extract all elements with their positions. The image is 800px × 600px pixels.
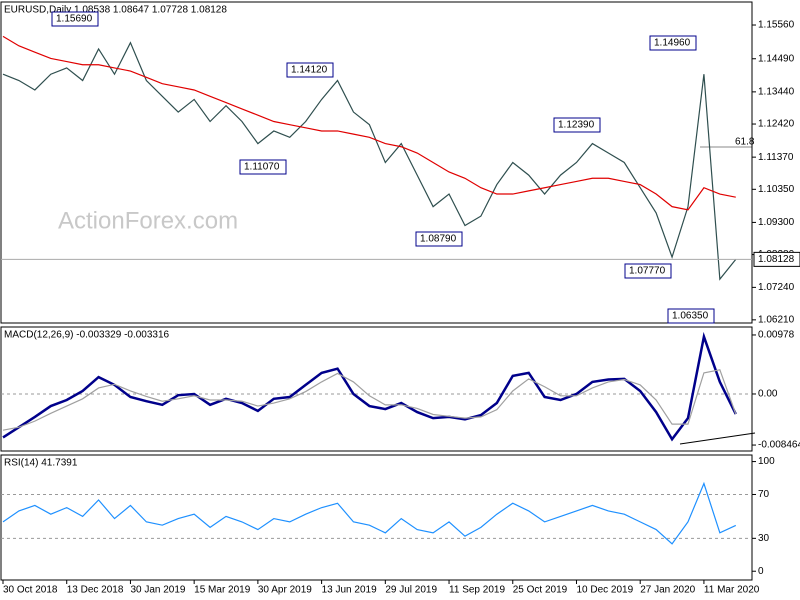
- annotation-box: [649, 35, 697, 51]
- y-tick-label: 0.00: [758, 389, 778, 400]
- x-tick-label: 15 Mar 2019: [194, 585, 251, 596]
- x-tick-label: 30 Apr 2019: [258, 585, 312, 596]
- annotation-box: [286, 62, 334, 78]
- annotation-box: [415, 231, 463, 247]
- y-tick-label: 1.13440: [758, 87, 795, 98]
- y-tick-label: 1.12420: [758, 119, 795, 130]
- trend-line: [679, 432, 756, 445]
- y-tick-label: 1.14490: [758, 53, 795, 64]
- series-line: [2, 41, 737, 281]
- y-tick-label: 1.07240: [758, 282, 795, 293]
- annotation: 1.14120: [291, 65, 328, 76]
- annotation: 1.14960: [654, 38, 691, 49]
- annotation-box: [667, 308, 715, 324]
- x-tick-label: 11 Mar 2020: [704, 585, 760, 596]
- panel-frame: [0, 326, 753, 452]
- annotation: 1.11070: [244, 162, 280, 173]
- x-tick-label: 29 Jul 2019: [385, 585, 437, 596]
- panel-frame: [0, 454, 753, 581]
- current-price-box: [753, 251, 800, 267]
- y-tick-label: 1.11370: [758, 152, 794, 163]
- x-tick-label: 30 Oct 2018: [3, 585, 58, 596]
- y-tick-label: 1.10350: [758, 184, 795, 195]
- series-line: [2, 331, 737, 442]
- series-line: [2, 35, 736, 211]
- annotation: 1.08790: [420, 234, 457, 245]
- current-price-label: 1.08128: [758, 254, 795, 265]
- annotation: 1.06350: [672, 311, 709, 322]
- panel-title: EURUSD,Daily 1.08538 1.08647 1.07728 1.0…: [4, 5, 227, 16]
- x-tick-label: 27 Jan 2020: [640, 585, 695, 596]
- x-tick-label: 13 Jun 2019: [322, 585, 377, 596]
- y-tick-label: 30: [758, 533, 770, 544]
- y-tick-label: 100: [758, 456, 775, 467]
- annotation-box: [624, 263, 672, 279]
- watermark: ActionForex.com: [58, 207, 238, 234]
- series-line: [2, 481, 737, 545]
- panel-frame: [0, 1, 753, 324]
- series-line: [2, 369, 737, 431]
- x-tick-label: 13 Dec 2018: [67, 585, 124, 596]
- annotation-box: [51, 11, 99, 27]
- annotation: 1.12390: [558, 120, 595, 131]
- y-tick-label: 1.09300: [758, 217, 795, 228]
- x-tick-label: 25 Oct 2019: [513, 585, 568, 596]
- y-tick-label: 0.00978: [758, 330, 795, 341]
- annotation: 1.07770: [629, 266, 666, 277]
- annotation-box: [553, 117, 601, 133]
- panel-title: MACD(12,26,9) -0.003329 -0.003316: [4, 330, 170, 341]
- y-tick-label: 1.06210: [758, 314, 795, 325]
- x-tick-label: 10 Dec 2019: [576, 585, 633, 596]
- annotation-box: [239, 159, 287, 175]
- y-tick-label: 70: [758, 489, 770, 500]
- x-tick-label: 30 Jan 2019: [130, 585, 185, 596]
- annotation: 61.8: [735, 137, 755, 148]
- panel-title: RSI(14) 41.7391: [4, 458, 78, 469]
- y-tick-label: 0: [758, 566, 764, 577]
- annotation: 1.15690: [56, 14, 93, 25]
- x-tick-label: 11 Sep 2019: [449, 585, 505, 596]
- y-tick-label: -0.008464: [758, 440, 800, 451]
- y-tick-label: 1.15560: [758, 20, 795, 31]
